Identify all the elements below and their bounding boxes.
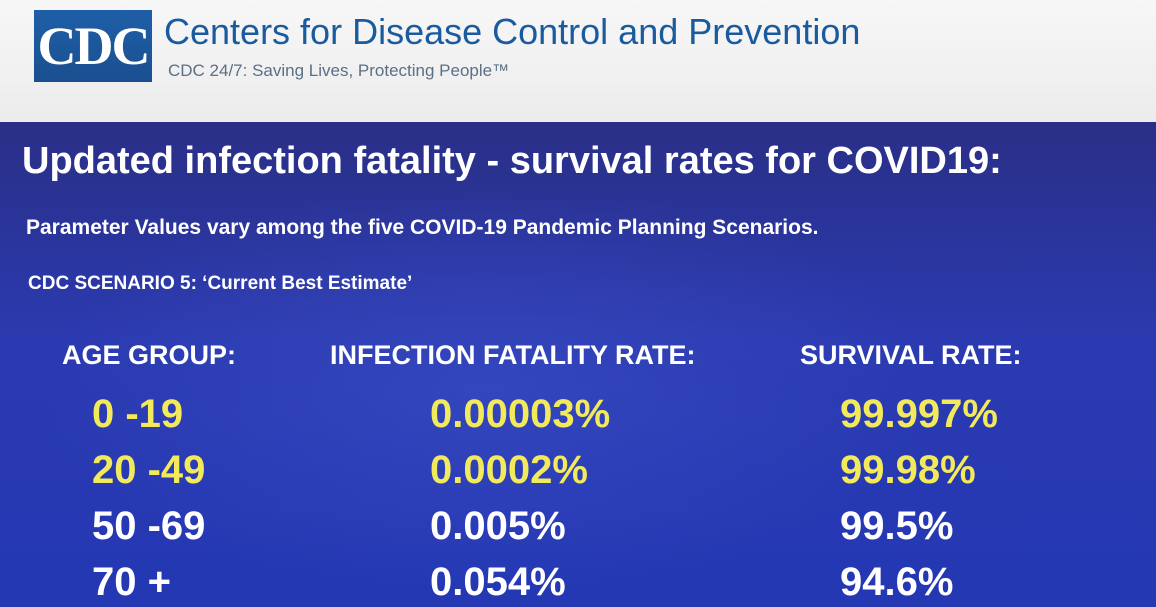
table-cell-survival: 99.98% [840, 448, 976, 492]
table-cell-age: 0 -19 [92, 392, 184, 436]
table-cell-age: 20 -49 [92, 448, 206, 492]
scenario-label: CDC SCENARIO 5: ‘Current Best Estimate’ [28, 273, 413, 294]
cdc-header: CDC Centers for Disease Control and Prev… [0, 0, 1156, 122]
table-cell-ifr: 0.00003% [430, 392, 611, 436]
org-tagline: CDC 24/7: Saving Lives, Protecting Peopl… [168, 61, 510, 80]
table-cell-survival: 99.5% [840, 504, 954, 548]
slide-title: Updated infection fatality - survival ra… [22, 140, 1002, 182]
org-name: Centers for Disease Control and Preventi… [164, 11, 861, 52]
table-cell-ifr: 0.005% [430, 504, 566, 548]
table-cell-survival: 99.997% [840, 392, 998, 436]
cdc-logo-text: CDC [37, 16, 151, 76]
table-cell-age: 50 -69 [92, 504, 206, 548]
age-group-header: AGE GROUP: [62, 340, 237, 370]
survival-rate-header: SURVIVAL RATE: [800, 340, 1022, 370]
table-cell-ifr: 0.0002% [430, 448, 588, 492]
ifr-header: INFECTION FATALITY RATE: [330, 340, 696, 370]
table-cell-age: 70 + [92, 560, 171, 604]
slide-subtitle: Parameter Values vary among the five COV… [26, 216, 819, 239]
table-cell-ifr: 0.054% [430, 560, 566, 604]
table-cell-survival: 94.6% [840, 560, 954, 604]
cdc-logo: CDC [34, 10, 152, 82]
slide: Updated infection fatality - survival ra… [0, 122, 1156, 607]
